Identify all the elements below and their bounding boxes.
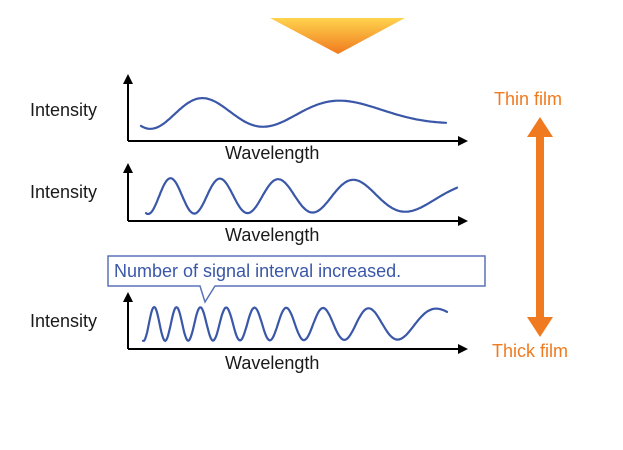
y-axis-arrow [123, 292, 133, 302]
x-axis-label: Wavelength [225, 225, 319, 245]
x-axis-arrow [458, 216, 468, 226]
signal-wave [144, 177, 459, 216]
callout-text: Number of signal interval increased. [114, 261, 401, 281]
scale-arrow-down [527, 317, 553, 337]
x-axis-label: Wavelength [225, 353, 319, 373]
y-axis-label: Intensity [30, 311, 97, 331]
thick-film-label: Thick film [492, 341, 568, 361]
callout-box [107, 255, 486, 304]
scale-arrow-up [527, 117, 553, 137]
panel-thick: Intensity Wavelength [30, 292, 468, 373]
x-axis-arrow [458, 344, 468, 354]
y-axis-label: Intensity [30, 182, 97, 202]
thin-film-label: Thin film [494, 89, 562, 109]
x-axis-label: Wavelength [225, 143, 319, 163]
y-axis-arrow [123, 74, 133, 84]
callout: Number of signal interval increased. [107, 255, 486, 304]
panel-middle: Intensity Wavelength [30, 163, 468, 245]
y-axis-label: Intensity [30, 100, 97, 120]
thickness-scale: Thin film Thick film [492, 89, 568, 361]
x-axis-arrow [458, 136, 468, 146]
signal-wave [141, 305, 449, 343]
y-axis-arrow [123, 163, 133, 173]
panel-thin: Intensity Wavelength [30, 74, 468, 163]
scale-arrow-shaft [536, 135, 544, 319]
signal-wave [139, 97, 448, 130]
incident-light-triangle [270, 18, 405, 54]
